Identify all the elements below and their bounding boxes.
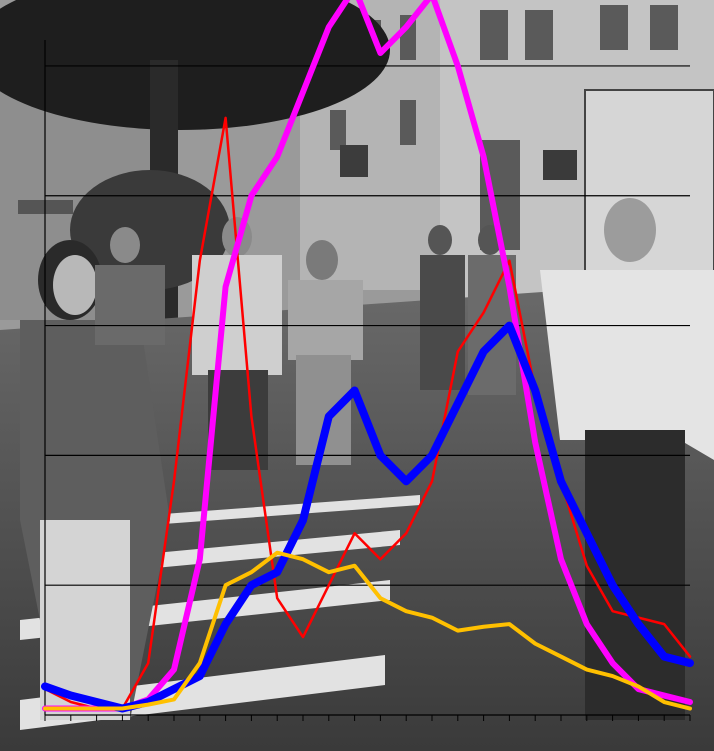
chart-axes: [44, 40, 691, 721]
series-group: [41, 0, 694, 713]
series-line-3: [43, 550, 692, 711]
pedestrians: [20, 198, 714, 720]
tree-canopy: [0, 0, 390, 130]
series-line-2: [41, 321, 694, 713]
series-line-0: [43, 116, 692, 710]
grid-lines: [45, 65, 690, 716]
series-line-1: [42, 0, 693, 712]
